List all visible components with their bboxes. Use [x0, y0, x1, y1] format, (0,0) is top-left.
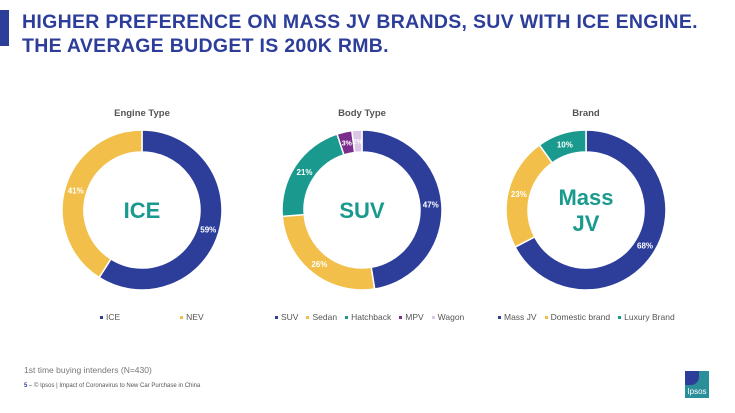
legend-marker	[345, 316, 349, 320]
legend-label: Sedan	[312, 312, 338, 322]
legend: ICE NEV	[100, 312, 204, 322]
legend-label: SUV	[281, 312, 299, 322]
donut-slice-sedan	[281, 213, 376, 291]
center-label: SUV	[339, 198, 385, 223]
center-label: JV	[573, 211, 600, 236]
legend: SUV Sedan Hatchback MPV Wagon	[275, 312, 464, 322]
legend-item: Wagon	[431, 312, 465, 322]
legend-marker	[618, 316, 622, 320]
data-label: 21%	[297, 168, 313, 177]
page-title: HIGHER PREFERENCE ON MASS JV BRANDS, SUV…	[22, 11, 698, 57]
legend-label: ICE	[106, 312, 121, 322]
legend-marker	[399, 316, 403, 320]
footer-text: © Ipsos | Impact of Coronavirus to New C…	[34, 383, 201, 389]
data-label: 3%	[342, 141, 353, 148]
donut-slice-suv	[361, 129, 443, 290]
legend-item: MPV	[399, 312, 424, 322]
legend-item: Mass JV	[498, 312, 537, 322]
data-label: 10%	[557, 140, 573, 149]
sample-note: 1st time buying intenders (N=430)	[24, 365, 152, 375]
legend-label: Wagon	[437, 312, 465, 322]
legend-label: Mass JV	[504, 312, 537, 322]
legend-item: Sedan	[306, 312, 337, 322]
page-number: 5	[24, 383, 28, 389]
legend-marker	[431, 316, 435, 320]
logo-text: Ipsos	[687, 387, 707, 396]
legend-label: Hatchback	[351, 312, 392, 322]
center-label: Mass	[558, 185, 613, 210]
donut-slice-nev	[61, 129, 143, 279]
legend-marker	[498, 316, 501, 320]
center-label: ICE	[124, 198, 161, 223]
footer: 5 – © Ipsos | Impact of Coronavirus to N…	[24, 383, 201, 389]
legend-label: MPV	[405, 312, 424, 322]
donut-slice-wagon	[351, 129, 363, 154]
legend-item: SUV	[275, 312, 298, 322]
chart-title: Engine Type	[114, 108, 170, 119]
legend-label: Domestic brand	[550, 312, 611, 322]
donut-slice-luxury-brand	[538, 129, 587, 164]
legend-marker	[275, 316, 278, 320]
legend-label: NEV	[186, 312, 204, 322]
legend-item: Domestic brand	[544, 312, 611, 322]
accent-bar	[0, 10, 9, 46]
legend-item: Luxury Brand	[618, 312, 675, 322]
legend-marker	[180, 316, 184, 320]
data-label: 68%	[637, 242, 653, 251]
chart-title: Brand	[572, 108, 600, 119]
legend-item: Hatchback	[345, 312, 391, 322]
legend-item: ICE	[100, 312, 120, 322]
legend-marker	[544, 316, 548, 320]
legend-item: NEV	[180, 312, 204, 322]
donut-slice-hatchback	[281, 133, 345, 218]
legend-marker	[306, 316, 310, 320]
data-label: 47%	[423, 201, 439, 210]
legend: Mass JV Domestic brand Luxury Brand	[498, 312, 675, 322]
data-label: 23%	[511, 190, 527, 199]
legend-marker	[100, 316, 103, 320]
donut-slice-mass-jv	[514, 129, 667, 291]
chart-title: Body Type	[338, 108, 386, 119]
donut-slice-ice	[98, 129, 223, 291]
ipsos-logo: Ipsos	[685, 371, 709, 398]
data-label: 2%	[353, 139, 364, 146]
data-label: 26%	[311, 260, 327, 269]
legend-label: Luxury Brand	[624, 312, 675, 322]
data-label: 59%	[200, 225, 216, 234]
data-label: 41%	[68, 187, 84, 196]
